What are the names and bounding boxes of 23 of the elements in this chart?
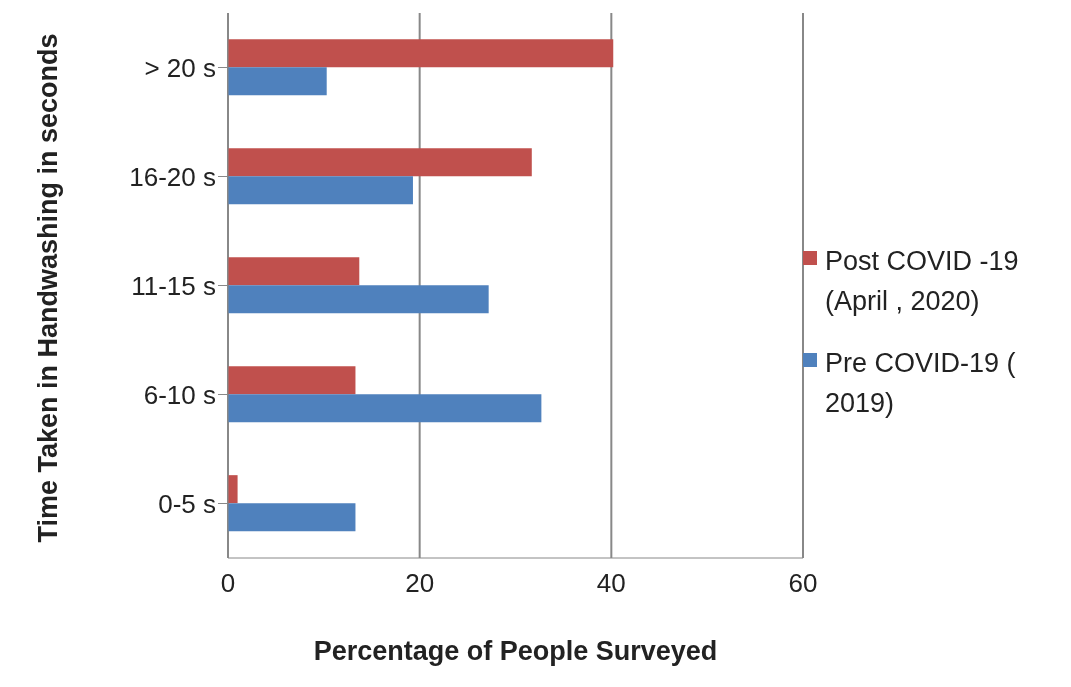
bar: [228, 475, 238, 504]
x-axis-title: Percentage of People Surveyed: [313, 636, 718, 666]
x-tick-label: 0: [220, 568, 236, 599]
y-tick-label: 11-15 s: [131, 270, 216, 301]
bar: [228, 366, 356, 395]
bar: [228, 285, 489, 314]
legend-label: Pre COVID-19 ( 2019): [825, 347, 1017, 420]
bar: [228, 148, 532, 177]
x-tick-label: 60: [788, 568, 818, 599]
bar: [228, 503, 356, 532]
bar: [228, 257, 360, 286]
y-tick-label: > 20 s: [144, 52, 216, 83]
y-tick-label: 6-10 s: [143, 379, 216, 410]
y-tick-label: 0-5 s: [158, 488, 216, 519]
y-tick-label: 16-20 s: [129, 161, 216, 192]
legend-label: Post COVID -19 (April , 2020): [825, 245, 1020, 318]
bar: [228, 67, 327, 96]
bar: [228, 394, 542, 423]
bar: [228, 39, 614, 68]
x-tick-label: 40: [596, 568, 626, 599]
bar: [228, 176, 413, 205]
x-tick-label: 20: [405, 568, 435, 599]
y-axis-title: Time Taken in Handwashing in seconds: [33, 33, 63, 543]
